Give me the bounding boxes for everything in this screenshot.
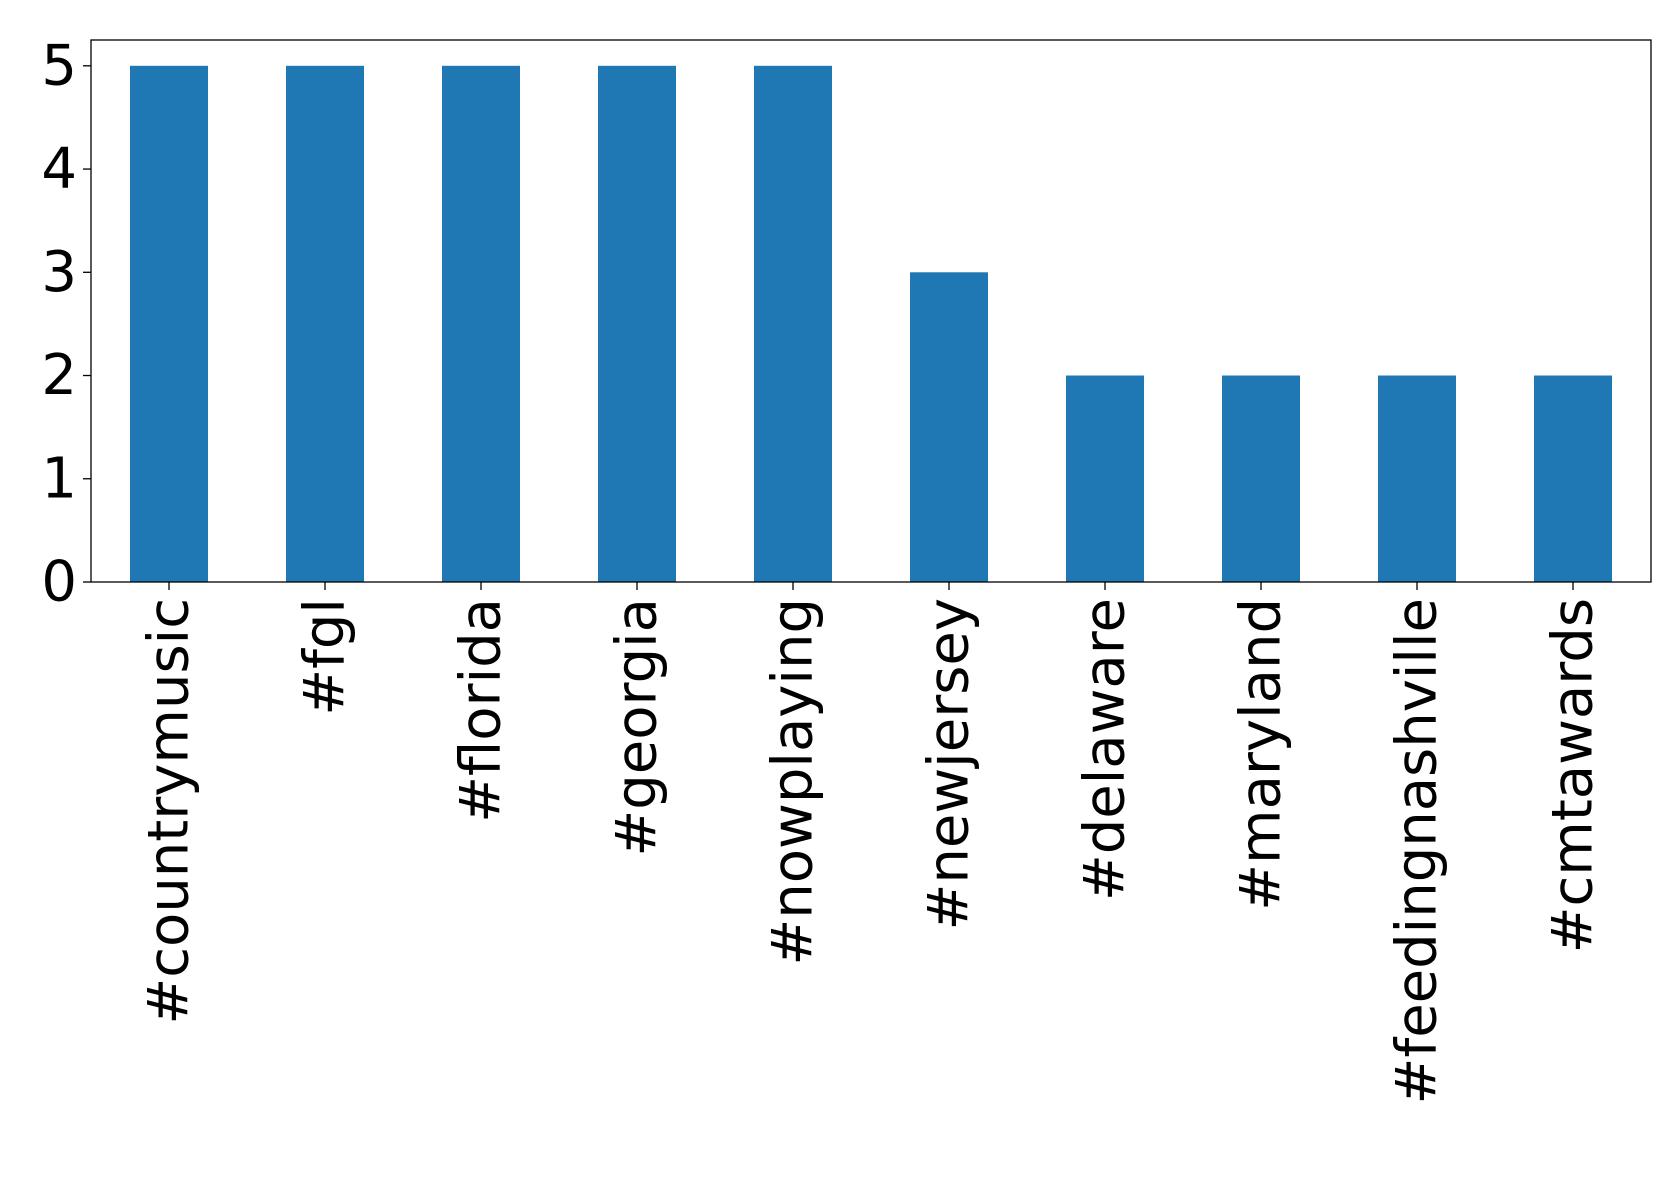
y-tick-label: 2 <box>41 343 77 408</box>
x-tick-label: #nowplaying <box>761 598 826 966</box>
bar-feedingnashville <box>1378 375 1456 582</box>
x-tick-label: #florida <box>449 598 514 823</box>
bar-cmtawards <box>1534 375 1612 582</box>
y-tick-label: 5 <box>41 33 77 98</box>
plot-frame <box>90 39 1652 583</box>
x-tick-label: #newjersey <box>917 598 982 930</box>
bar-nowplaying <box>754 65 832 582</box>
bar-maryland <box>1222 375 1300 582</box>
bar-countrymusic <box>130 65 208 582</box>
y-tick-label: 4 <box>41 137 77 202</box>
x-tick-label: #georgia <box>605 598 670 857</box>
x-tick-label: #delaware <box>1073 598 1138 901</box>
bars-group <box>130 65 1612 582</box>
bar-fgl <box>286 65 364 582</box>
y-axis: 0 1 2 3 4 5 <box>41 33 91 615</box>
x-tick-label: #maryland <box>1229 598 1294 911</box>
y-tick-label: 3 <box>41 240 77 305</box>
bar-delaware <box>1066 375 1144 582</box>
x-tick-label: #fgl <box>293 598 358 716</box>
x-tick-label: #countrymusic <box>137 598 202 1025</box>
y-tick-label: 0 <box>41 550 77 615</box>
x-axis: #countrymusic #fgl #florida #georgia #nowpla… <box>137 582 1606 1104</box>
x-tick-label: #feedingnashville <box>1385 598 1450 1104</box>
bar-georgia <box>598 65 676 582</box>
y-tick-label: 1 <box>41 446 77 511</box>
x-tick-label: #cmtawards <box>1541 598 1606 953</box>
bar-newjersey <box>910 272 988 582</box>
bar-florida <box>442 65 520 582</box>
